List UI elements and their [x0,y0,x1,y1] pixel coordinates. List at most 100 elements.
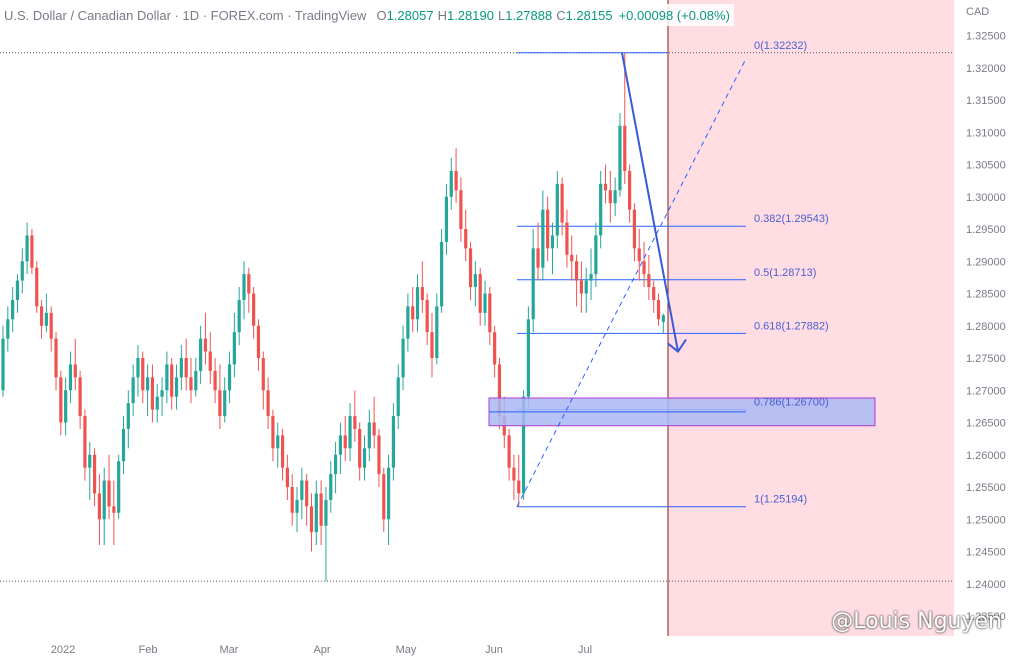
candle-body[interactable] [107,480,111,507]
candle-body[interactable] [35,267,39,307]
candle-body[interactable] [353,416,357,429]
candle-body[interactable] [1,338,5,391]
candle-body[interactable] [203,338,208,352]
candle-body[interactable] [387,467,391,520]
candle-body[interactable] [271,416,275,449]
candle-body[interactable] [507,435,511,468]
candle-body[interactable] [377,435,381,475]
candle-body[interactable] [199,338,203,371]
candle-body[interactable] [647,274,651,288]
candle-body[interactable] [454,170,458,191]
candle-body[interactable] [295,499,299,513]
candle-body[interactable] [309,506,314,533]
candle-body[interactable] [560,183,564,223]
candle-body[interactable] [348,416,352,449]
candle-body[interactable] [189,377,193,391]
candle-body[interactable] [102,480,106,520]
candle-body[interactable] [440,241,444,307]
candle-body[interactable] [493,332,497,365]
candle-body[interactable] [227,364,232,391]
candle-body[interactable] [444,196,449,242]
candle-body[interactable] [555,183,559,236]
candle-body[interactable] [574,261,579,281]
candle-body[interactable] [78,377,82,417]
candle-body[interactable] [488,293,492,333]
candle-body[interactable] [305,480,309,507]
candle-body[interactable] [367,422,371,449]
candle-body[interactable] [213,370,217,391]
candle-body[interactable] [430,332,434,358]
candle-body[interactable] [589,274,593,281]
candle-body[interactable] [6,319,10,339]
candle-body[interactable] [97,493,101,520]
candle-body[interactable] [599,183,603,236]
candle-body[interactable] [512,467,516,481]
candle-body[interactable] [536,248,540,268]
candle-body[interactable] [497,364,502,417]
candle-body[interactable] [247,274,251,294]
candle-body[interactable] [165,364,169,391]
candle-body[interactable] [652,287,656,300]
candle-body[interactable] [546,209,550,249]
candle-body[interactable] [526,319,530,397]
candle-body[interactable] [11,299,15,320]
candle-body[interactable] [285,467,289,487]
candle-body[interactable] [314,493,318,533]
candle-body[interactable] [25,235,29,262]
candle-body[interactable] [661,315,665,322]
candle-body[interactable] [68,364,73,391]
candle-body[interactable] [232,332,236,365]
candle-body[interactable] [425,299,429,333]
candle-body[interactable] [656,299,661,320]
candle-body[interactable] [20,261,24,281]
candle-body[interactable] [406,306,410,339]
candle-body[interactable] [92,454,97,494]
candle-body[interactable] [30,235,34,268]
candle-body[interactable] [300,480,304,500]
candle-body[interactable] [54,338,58,378]
candle-body[interactable] [343,435,347,449]
candle-body[interactable] [141,358,145,391]
candle-body[interactable] [160,390,164,397]
candle-body[interactable] [618,125,622,191]
candle-body[interactable] [565,222,569,255]
candle-body[interactable] [468,248,473,288]
candle-body[interactable] [121,428,126,462]
time-axis-panel[interactable] [0,636,954,660]
candle-body[interactable] [401,338,405,378]
candle-body[interactable] [637,248,641,262]
candle-body[interactable] [415,287,420,320]
candle-body[interactable] [333,454,338,475]
candle-body[interactable] [266,390,270,417]
candle-body[interactable] [623,125,627,171]
candle-body[interactable] [642,261,646,275]
candle-body[interactable] [146,377,150,391]
candle-body[interactable] [276,435,280,449]
candle-body[interactable] [44,312,48,326]
candle-body[interactable] [184,358,188,378]
candle-body[interactable] [420,287,424,300]
price-axis-panel[interactable] [954,0,1014,660]
candle-body[interactable] [594,235,598,275]
candle-body[interactable] [329,474,333,500]
candle-body[interactable] [483,293,487,313]
candle-body[interactable] [223,390,227,417]
candle-body[interactable] [174,377,179,397]
candle-body[interactable] [136,358,140,378]
candle-body[interactable] [579,280,583,294]
candle-body[interactable] [83,416,87,468]
candle-body[interactable] [170,364,174,397]
candle-body[interactable] [112,506,116,513]
candle-body[interactable] [464,229,468,249]
candle-body[interactable] [117,461,121,513]
candle-body[interactable] [550,235,555,249]
candle-body[interactable] [208,351,212,371]
candle-body[interactable] [396,377,400,417]
candle-body[interactable] [155,396,159,410]
candle-body[interactable] [570,254,574,262]
candle-body[interactable] [338,435,342,455]
candle-body[interactable] [64,390,68,423]
candle-body[interactable] [324,499,328,526]
candle-body[interactable] [608,190,612,204]
